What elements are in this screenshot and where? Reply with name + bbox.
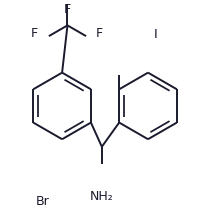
Text: Br: Br [36,195,50,208]
Text: F: F [31,27,38,41]
Text: I: I [154,28,157,41]
Text: NH₂: NH₂ [90,190,114,203]
Text: F: F [64,3,71,16]
Text: F: F [96,27,103,41]
